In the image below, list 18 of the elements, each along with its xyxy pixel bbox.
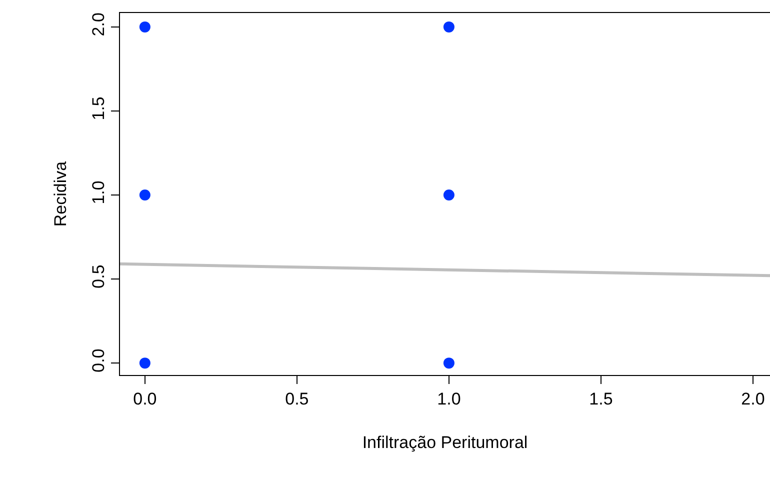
point: [443, 358, 454, 369]
y-tick-label: 0.0: [89, 348, 108, 372]
point: [139, 358, 150, 369]
x-axis-title: Infiltração Peritumoral: [362, 432, 528, 452]
y-tick-label: 0.5: [89, 264, 108, 288]
y-tick-label: 1.5: [89, 96, 108, 120]
x-tick-label: 2.0: [741, 389, 765, 408]
x-tick-label: 0.5: [285, 389, 309, 408]
x-tick-label: 0.0: [133, 389, 157, 408]
point: [443, 190, 454, 201]
point: [443, 21, 454, 32]
y-tick-label: 1.0: [89, 180, 108, 204]
y-axis-title: Recidiva: [50, 160, 70, 227]
point: [139, 190, 150, 201]
x-tick-label: 1.5: [589, 389, 613, 408]
point: [139, 21, 150, 32]
x-tick-label: 1.0: [437, 389, 461, 408]
y-tick-label: 2.0: [89, 12, 108, 36]
